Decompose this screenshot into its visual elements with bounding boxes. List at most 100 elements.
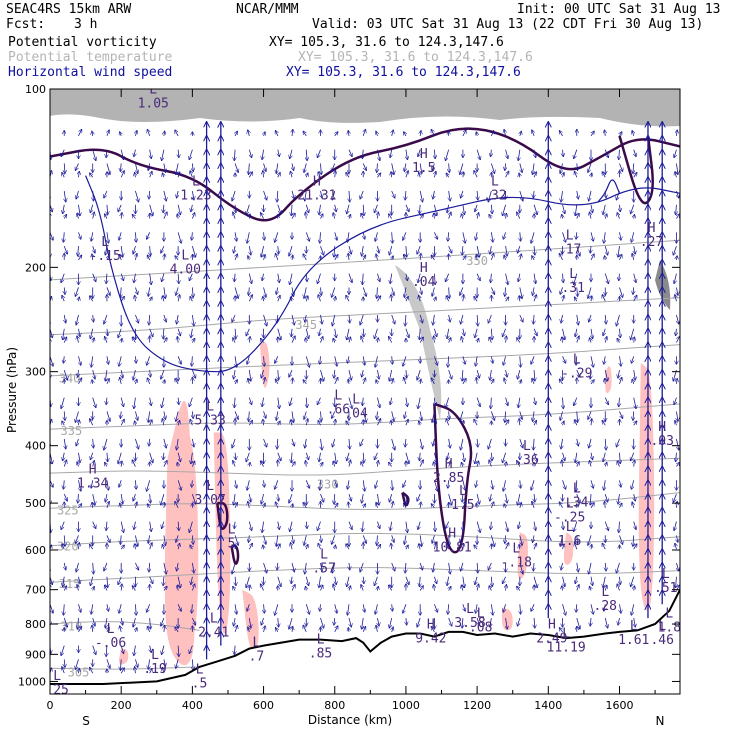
wind-vector xyxy=(135,295,136,302)
wind-vector xyxy=(363,504,365,509)
wind-vector xyxy=(93,586,95,591)
wind-vector xyxy=(634,493,636,501)
wind-vector xyxy=(588,163,592,172)
wind-vector xyxy=(334,246,335,257)
wind-vector xyxy=(235,232,237,241)
wind-vector xyxy=(149,452,153,463)
wind-vector xyxy=(162,296,164,302)
wind-vector xyxy=(477,190,478,200)
wind-vector xyxy=(192,338,194,343)
wind-vector xyxy=(634,337,635,343)
wind-vector xyxy=(377,586,378,591)
wind-vector xyxy=(90,173,93,178)
wind-vector xyxy=(290,273,293,285)
wind-vector xyxy=(132,214,135,219)
wind-vector xyxy=(249,462,250,467)
wind-vector xyxy=(106,411,110,421)
wind-vector xyxy=(278,273,280,283)
wind-vector xyxy=(419,452,420,461)
wind-vector xyxy=(445,273,450,282)
field-xy-theta: XY= 105.3, 31.6 to 124.3,147.6 xyxy=(298,50,533,65)
wind-vector xyxy=(420,253,421,260)
wind-vector xyxy=(164,438,166,448)
wind-vector xyxy=(107,256,109,261)
wind-vector xyxy=(617,584,619,591)
wind-vector xyxy=(290,149,292,159)
wind-vector xyxy=(520,480,521,488)
pv-contour-0 xyxy=(50,127,680,222)
wind-vector xyxy=(676,438,678,450)
wind-vector xyxy=(462,480,465,490)
wind-vector xyxy=(434,336,435,343)
wind-vector xyxy=(106,535,110,542)
wind-vector xyxy=(76,190,78,199)
wind-vector xyxy=(233,338,235,343)
wind-vector xyxy=(576,356,577,365)
wind-vector xyxy=(264,503,266,508)
wind-vector xyxy=(390,521,392,531)
wind-vector xyxy=(605,214,607,219)
wind-vector xyxy=(135,356,136,363)
wind-vector xyxy=(418,273,420,283)
wind-vector xyxy=(346,421,349,426)
wind-vector xyxy=(362,521,363,532)
wind-vector xyxy=(248,501,250,508)
wind-vector xyxy=(291,576,292,584)
wind-vector xyxy=(405,190,406,200)
wind-vector xyxy=(292,562,294,572)
stratosphere-band xyxy=(50,89,680,127)
wind-vector xyxy=(363,232,365,239)
wind-vector xyxy=(506,246,508,256)
wind-vector xyxy=(460,411,464,421)
wind-vector xyxy=(150,645,152,653)
wind-vector xyxy=(506,297,509,302)
wind-vector xyxy=(562,214,563,219)
wind-vector xyxy=(576,232,577,239)
wind-vector xyxy=(332,562,336,573)
wind-vector xyxy=(321,438,323,450)
wind-vector xyxy=(347,480,349,489)
wind-vector xyxy=(150,521,152,532)
wind-vector xyxy=(617,461,619,467)
wind-vector xyxy=(404,535,406,544)
x-tick-label-1000: 1000 xyxy=(392,699,420,712)
hl-type-0: L xyxy=(101,235,109,250)
wind-vector xyxy=(104,190,108,198)
wind-vector xyxy=(590,494,591,505)
wind-vector xyxy=(149,576,153,584)
wind-vector xyxy=(463,172,464,178)
wind-vector xyxy=(448,245,452,253)
wind-vector xyxy=(533,314,534,324)
wind-vector xyxy=(577,336,579,343)
wind-vector xyxy=(392,627,394,632)
wind-vector xyxy=(404,163,406,171)
wind-vector xyxy=(360,562,364,572)
wind-vector xyxy=(248,543,252,550)
x-tick-label-800: 800 xyxy=(324,699,345,712)
wind-vector xyxy=(150,543,152,550)
x-tick-label-1400: 1400 xyxy=(534,699,562,712)
wind-vector xyxy=(419,438,422,449)
wind-vector xyxy=(78,576,80,584)
wind-vector xyxy=(78,328,80,337)
wind-vector xyxy=(603,452,605,462)
hl-type-5: H xyxy=(420,261,428,276)
wind-vector xyxy=(348,131,349,136)
wind-vector xyxy=(363,452,364,463)
wind-vector xyxy=(121,273,123,281)
wind-vector xyxy=(476,273,480,281)
wind-vector xyxy=(321,535,322,542)
hl-value-9: .31 xyxy=(561,281,584,296)
wind-vector xyxy=(120,163,121,171)
wind-vector xyxy=(235,604,237,614)
wind-vector xyxy=(150,171,152,178)
hl-type-41: L xyxy=(53,669,61,684)
wind-vector xyxy=(362,618,364,629)
wind-vector xyxy=(634,214,635,219)
wind-vector xyxy=(377,411,378,419)
wind-vector xyxy=(463,576,465,588)
wind-vector xyxy=(321,411,322,421)
wind-vector xyxy=(391,562,395,571)
wind-vector xyxy=(619,287,622,297)
wind-vector xyxy=(178,273,179,284)
